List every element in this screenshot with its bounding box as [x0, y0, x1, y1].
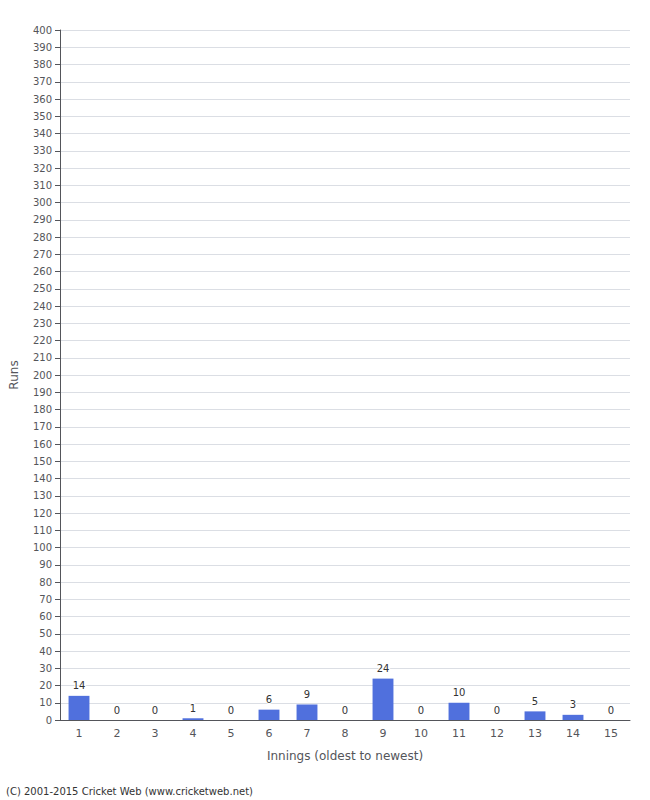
svg-text:290: 290 [33, 214, 52, 225]
svg-text:9: 9 [380, 727, 387, 740]
svg-text:0: 0 [46, 715, 52, 726]
svg-text:380: 380 [33, 59, 52, 70]
svg-text:340: 340 [33, 128, 52, 139]
svg-text:14: 14 [566, 727, 580, 740]
svg-text:0: 0 [494, 705, 500, 716]
svg-text:190: 190 [33, 387, 52, 398]
svg-text:4: 4 [190, 727, 197, 740]
svg-text:1: 1 [190, 703, 196, 714]
svg-text:10: 10 [453, 687, 466, 698]
svg-text:5: 5 [228, 727, 235, 740]
svg-text:220: 220 [33, 335, 52, 346]
svg-text:40: 40 [39, 646, 52, 657]
svg-text:0: 0 [228, 705, 234, 716]
svg-text:140: 140 [33, 473, 52, 484]
svg-text:0: 0 [418, 705, 424, 716]
svg-text:11: 11 [452, 727, 466, 740]
svg-text:5: 5 [532, 696, 538, 707]
svg-text:0: 0 [114, 705, 120, 716]
svg-text:3: 3 [152, 727, 159, 740]
svg-text:320: 320 [33, 163, 52, 174]
svg-text:230: 230 [33, 318, 52, 329]
svg-text:6: 6 [266, 727, 273, 740]
svg-text:8: 8 [342, 727, 349, 740]
svg-text:12: 12 [490, 727, 504, 740]
svg-text:2: 2 [114, 727, 121, 740]
svg-text:130: 130 [33, 490, 52, 501]
svg-text:9: 9 [304, 689, 310, 700]
svg-text:80: 80 [39, 577, 52, 588]
svg-text:100: 100 [33, 542, 52, 553]
svg-text:200: 200 [33, 370, 52, 381]
svg-text:160: 160 [33, 439, 52, 450]
svg-text:350: 350 [33, 111, 52, 122]
svg-text:10: 10 [414, 727, 428, 740]
svg-text:280: 280 [33, 232, 52, 243]
svg-text:260: 260 [33, 266, 52, 277]
svg-text:0: 0 [608, 705, 614, 716]
svg-text:180: 180 [33, 404, 52, 415]
svg-text:240: 240 [33, 301, 52, 312]
svg-text:30: 30 [39, 663, 52, 674]
svg-text:24: 24 [377, 663, 390, 674]
svg-text:3: 3 [570, 699, 576, 710]
svg-text:6: 6 [266, 694, 272, 705]
svg-text:14: 14 [73, 680, 86, 691]
svg-text:90: 90 [39, 559, 52, 570]
svg-text:15: 15 [604, 727, 618, 740]
svg-text:150: 150 [33, 456, 52, 467]
svg-text:Runs: Runs [7, 360, 21, 389]
svg-text:(C) 2001-2015 Cricket Web (www: (C) 2001-2015 Cricket Web (www.cricketwe… [6, 786, 253, 797]
svg-text:170: 170 [33, 421, 52, 432]
svg-text:Innings (oldest to newest): Innings (oldest to newest) [267, 749, 423, 763]
svg-text:330: 330 [33, 145, 52, 156]
svg-text:400: 400 [33, 25, 52, 36]
svg-text:110: 110 [33, 525, 52, 536]
svg-text:310: 310 [33, 180, 52, 191]
svg-text:7: 7 [304, 727, 311, 740]
svg-text:390: 390 [33, 42, 52, 53]
svg-text:370: 370 [33, 76, 52, 87]
svg-text:1: 1 [76, 727, 83, 740]
svg-text:20: 20 [39, 680, 52, 691]
svg-text:270: 270 [33, 249, 52, 260]
svg-text:0: 0 [342, 705, 348, 716]
svg-text:120: 120 [33, 508, 52, 519]
svg-text:300: 300 [33, 197, 52, 208]
svg-text:250: 250 [33, 283, 52, 294]
svg-text:360: 360 [33, 94, 52, 105]
svg-text:50: 50 [39, 628, 52, 639]
svg-text:13: 13 [528, 727, 542, 740]
svg-text:210: 210 [33, 352, 52, 363]
svg-text:10: 10 [39, 697, 52, 708]
svg-text:60: 60 [39, 611, 52, 622]
svg-text:0: 0 [152, 705, 158, 716]
svg-text:70: 70 [39, 594, 52, 605]
